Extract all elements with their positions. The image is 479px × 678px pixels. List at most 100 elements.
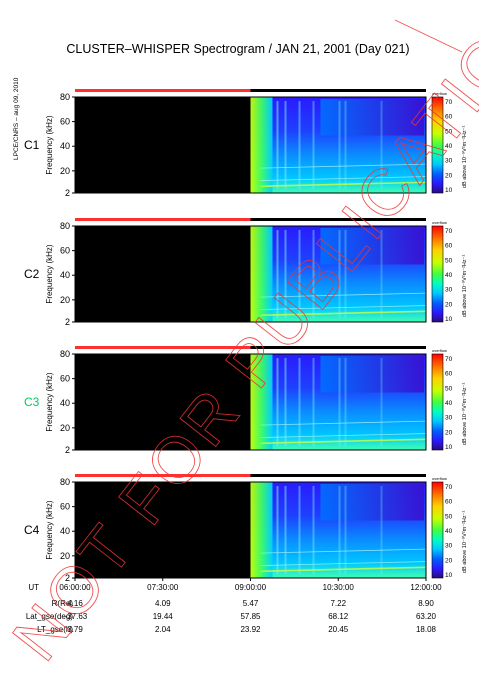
spectrogram-streak — [298, 230, 301, 318]
y-tick-label: 2 — [65, 188, 70, 198]
spectrogram-streak — [380, 358, 383, 446]
panel-c1: 80 60 40 20 2 Frequency (kHz) C1 overflow 70 60 50… — [24, 89, 468, 198]
ephemeris-value: 7.22 — [330, 599, 346, 608]
side-credit: LPCE/CNRS – aug 09, 2010 — [13, 77, 20, 160]
coverage-missing-bar — [75, 218, 251, 221]
colorbar-tick-label: 10 — [445, 572, 453, 579]
coverage-present-bar — [250, 346, 426, 349]
y-tick-label: 40 — [60, 270, 70, 280]
panel-frame — [74, 225, 427, 323]
ephemeris-value: 2.04 — [155, 625, 171, 634]
colorbar-tick-label: 70 — [445, 356, 453, 363]
colorbar-tiny-label: overflow — [432, 91, 447, 96]
y-tick-label: 60 — [60, 246, 70, 256]
panels-group: 80 60 40 20 2 Frequency (kHz) C1 overflow 70 60 50… — [24, 89, 468, 583]
y-axis-label: Frequency (kHz) — [45, 500, 54, 559]
spectrogram-streak — [344, 486, 347, 574]
ephemeris-value: –37.63 — [63, 612, 88, 621]
spectrogram-emission-line — [260, 176, 427, 181]
colorbar-tick-label: 50 — [445, 128, 453, 135]
spectrogram-emission-line — [260, 163, 427, 169]
spectrogram-streak — [380, 101, 383, 189]
ephemeris-value: 19.44 — [153, 612, 174, 621]
y-axis-label: Frequency (kHz) — [45, 115, 54, 174]
colorbar-tick-label: 30 — [445, 158, 453, 165]
spectrogram-streak — [338, 358, 341, 446]
spectrogram-upper-band — [320, 99, 424, 136]
spectrogram-emission-line — [260, 548, 427, 554]
spectrogram-streak — [312, 101, 315, 189]
colorbar-tick-label: 20 — [445, 557, 453, 564]
spectrogram-onset — [250, 354, 273, 450]
coverage-present-bar — [250, 218, 426, 221]
spectrogram-streak — [312, 230, 315, 318]
spectrogram-onset — [250, 482, 273, 578]
spectrogram-upper-band — [320, 484, 424, 521]
x-tick-label: 12:00:00 — [410, 583, 442, 592]
y-tick-label: 80 — [60, 92, 70, 102]
spectrogram-streak — [298, 358, 301, 446]
y-tick-label: 20 — [60, 166, 70, 176]
y-tick-label: 40 — [60, 141, 70, 151]
y-tick-label: 20 — [60, 551, 70, 561]
y-tick-label: 60 — [60, 502, 70, 512]
spectrogram-streak — [344, 101, 347, 189]
x-axis-label: UT — [28, 583, 39, 592]
ephemeris-value: 4.16 — [67, 599, 83, 608]
spectrogram-streak — [344, 230, 347, 318]
colorbar-tick-label: 70 — [445, 484, 453, 491]
spectrogram-emission-line — [260, 561, 427, 566]
x-tick-label: 10:30:00 — [323, 583, 355, 592]
x-axis-ticks: 06:00:00 07:30:00 09:00:00 10:30:00 12:00:00… — [28, 578, 442, 592]
y-tick-label: 20 — [60, 423, 70, 433]
spectrogram-streak — [276, 358, 279, 446]
spectrogram-streak — [338, 230, 341, 318]
spectrogram-streak — [312, 358, 315, 446]
spectrogram-streak — [344, 358, 347, 446]
y-tick-label: 20 — [60, 295, 70, 305]
spectrogram-onset — [250, 97, 273, 193]
colorbar-tick-label: 30 — [445, 415, 453, 422]
ephemeris-value: 63.20 — [416, 612, 437, 621]
spectrogram-upper-band — [320, 356, 424, 393]
coverage-missing-bar — [75, 346, 251, 349]
spectrogram-streak — [276, 230, 279, 318]
colorbar-tick-label: 50 — [445, 385, 453, 392]
ephemeris-row-label: Lat_gse(deg) — [26, 612, 73, 621]
ephemeris-value: 8.90 — [418, 599, 434, 608]
colorbar-label: dB above 10⁻⁸V²m⁻²Hz⁻¹ — [461, 510, 468, 573]
colorbar-tick-label: 20 — [445, 429, 453, 436]
ephemeris-row-label: LT_gse(h) — [37, 625, 73, 634]
spectrogram-emission-line — [260, 420, 427, 426]
colorbar-tick-label: 60 — [445, 114, 453, 121]
colorbar-tiny-label: overflow — [432, 220, 447, 225]
colorbar-tick-label: 40 — [445, 400, 453, 407]
spectrogram-emission-line — [260, 438, 427, 445]
colorbar-tick-label: 40 — [445, 143, 453, 150]
spectrogram-streak — [338, 486, 341, 574]
colorbar-tick-label: 40 — [445, 528, 453, 535]
spacecraft-label: C1 — [24, 138, 40, 152]
colorbar-tick-label: 50 — [445, 257, 453, 264]
coverage-missing-bar — [75, 89, 251, 92]
ephemeris-value: 5.47 — [243, 599, 259, 608]
y-tick-label: 40 — [60, 526, 70, 536]
colorbar-tick-label: 60 — [445, 243, 453, 250]
panel-c2: 80 60 40 20 2 Frequency (kHz) C2 overflow 70 60 50… — [24, 218, 468, 327]
y-tick-label: 80 — [60, 349, 70, 359]
ephemeris-row-label: R(Re) — [52, 599, 74, 608]
colorbar-tick-label: 10 — [445, 316, 453, 323]
colorbar-tiny-label: overflow — [432, 348, 447, 353]
y-tick-label: 80 — [60, 477, 70, 487]
y-tick-label: 60 — [60, 117, 70, 127]
spectrogram-streak — [284, 230, 287, 318]
spectrogram-streak — [284, 101, 287, 189]
spectrogram-streak — [284, 486, 287, 574]
panel-frame — [74, 353, 427, 451]
colorbar — [431, 225, 444, 323]
spectrogram-emission-line — [260, 433, 427, 438]
panel-c4: 80 60 40 20 2 Frequency (kHz) C4 overflow 70 60 50… — [24, 474, 468, 583]
spectrogram-emission-line — [260, 566, 427, 573]
colorbar-label: dB above 10⁻⁸V²m⁻²Hz⁻¹ — [461, 254, 468, 317]
